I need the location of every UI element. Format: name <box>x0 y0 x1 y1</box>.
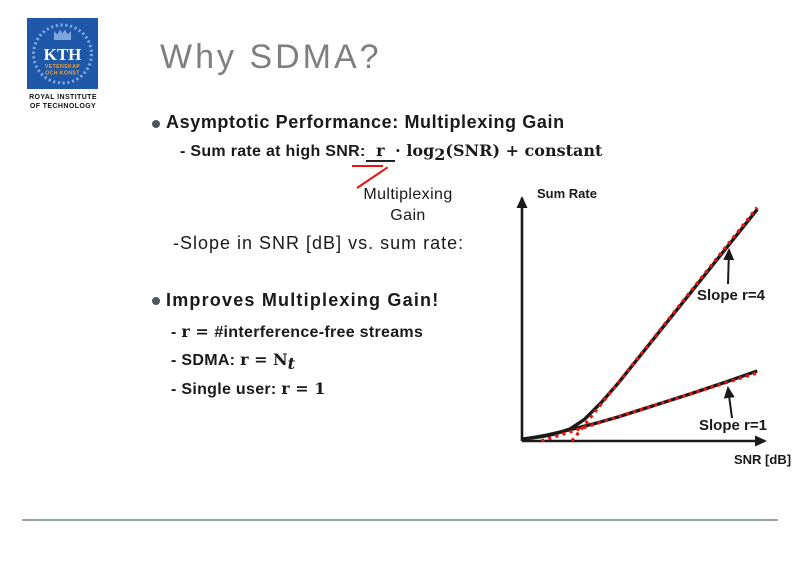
item2-subscript: t <box>287 354 296 374</box>
arrow-to-slope-r4 <box>723 248 735 285</box>
institute-line1: ROYAL INSTITUTE <box>29 94 97 101</box>
institute-name: ROYAL INSTITUTE OF TECHNOLOGY <box>23 94 103 111</box>
series-sum-rate-capacity-r-1 <box>521 369 758 442</box>
laurel-wreath-icon <box>32 23 93 85</box>
item3-prefix: - Single user: <box>171 381 282 398</box>
bullet2-heading: Improves Multiplexing Gain! <box>166 290 440 310</box>
y-axis-label: Sum Rate <box>537 186 597 201</box>
logo-motto-line1: VETENSKAP <box>45 64 80 70</box>
item1-dash: - <box>171 324 182 341</box>
series-asymptote-slope-r-1 <box>540 371 758 443</box>
slope-r4-label: Slope r=4 <box>697 287 765 304</box>
logo-background <box>27 18 98 89</box>
page-title: Why SDMA? <box>160 38 382 76</box>
formula-line: - Sum rate at high SNR: r · log2(SNR) + … <box>180 141 602 164</box>
formula-r: r <box>365 141 396 162</box>
footer-divider <box>22 519 778 521</box>
item2-prefix: - SDMA: <box>171 352 241 369</box>
slope-r1-label: Slope r=1 <box>699 417 767 434</box>
formula-prefix: - Sum rate at high SNR: <box>180 143 366 160</box>
red-underline-annotation <box>352 165 383 167</box>
series-asymptote-slope-r-4 <box>570 206 759 442</box>
annotation-arrows <box>723 248 735 419</box>
formula-subscript: 2 <box>434 145 446 165</box>
bullet2-item2: - SDMA: r = Nt <box>171 350 295 373</box>
sum-rate-chart <box>516 196 767 447</box>
multiplexing-gain-annotation: Multiplexing Gain <box>338 184 478 226</box>
item1-text: #interference-free streams <box>214 324 424 341</box>
slope-statement: -Slope in SNR [dB] vs. sum rate: <box>173 233 465 253</box>
item3-math: r = 1 <box>281 379 326 398</box>
logo-motto-line2: OCH KONST <box>45 71 80 77</box>
series-layer <box>521 206 759 443</box>
x-axis-label: SNR [dB] <box>734 452 792 467</box>
crown-icon <box>54 29 71 40</box>
annotation-line1: Multiplexing <box>363 186 453 203</box>
bullet1-heading: Asymptotic Performance: Multiplexing Gai… <box>166 112 565 132</box>
axes <box>516 196 767 447</box>
series-sum-rate-capacity-r-4 <box>521 208 759 441</box>
bullet2-item1: - r = #interference-free streams <box>171 322 423 342</box>
bullet2-item3: - Single user: r = 1 <box>171 379 325 399</box>
kth-logo: KTH VETENSKAP OCH KONST <box>27 18 98 89</box>
logo-kth-text: KTH <box>44 45 82 64</box>
bullet-dot <box>152 120 160 128</box>
bullet-dot <box>152 297 160 305</box>
arrow-to-slope-r1 <box>723 386 735 419</box>
formula-tail: (SNR) + constant <box>445 141 603 160</box>
annotation-line2: Gain <box>390 207 426 224</box>
item1-math: r = <box>181 322 215 341</box>
item2-math: r = N <box>240 350 288 369</box>
formula-mid: · log <box>395 141 435 160</box>
institute-line2: OF TECHNOLOGY <box>29 102 97 110</box>
